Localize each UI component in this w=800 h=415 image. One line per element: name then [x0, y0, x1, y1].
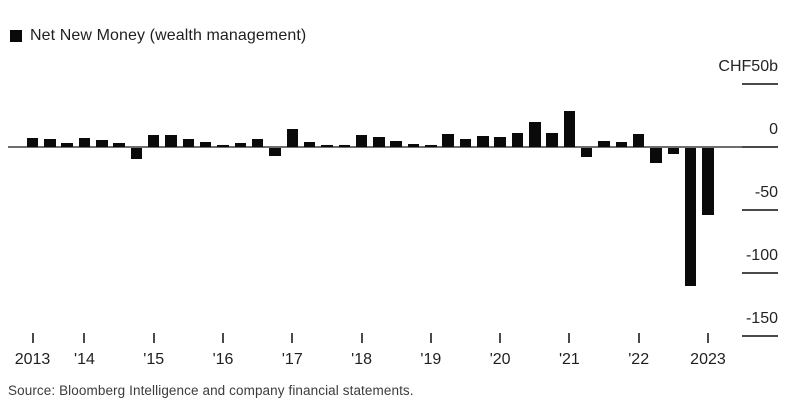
bar-2017-q1 — [286, 128, 299, 147]
bar-2019-q2 — [442, 133, 454, 147]
bar-2015-q2 — [165, 135, 177, 147]
x-axis-label: '22 — [628, 351, 650, 368]
x-axis-tick — [31, 333, 34, 343]
x-axis-label: 2013 — [14, 351, 51, 368]
bar-2015-q4 — [199, 141, 212, 147]
bar-2014-q3 — [113, 143, 125, 147]
source-note: Source: Bloomberg Intelligence and compa… — [8, 383, 414, 398]
bar-2016-q1 — [217, 145, 229, 147]
bar-2018-q1 — [355, 135, 368, 147]
y-axis-tick-dash — [742, 334, 778, 337]
bar-2013-q2 — [26, 137, 39, 147]
y-axis-tick-dash — [742, 208, 778, 211]
x-axis-tick — [568, 333, 571, 343]
bar-2013-q3 — [44, 139, 56, 147]
x-axis-tick — [706, 333, 709, 343]
bar-2022-q4 — [684, 148, 697, 287]
bar-2019-q3 — [459, 138, 472, 147]
y-axis-label: -100 — [745, 246, 778, 264]
x-axis-label: '14 — [74, 351, 95, 368]
x-axis-tick — [429, 333, 432, 343]
bar-2022-q1 — [632, 133, 645, 147]
bar-2015-q3 — [182, 138, 195, 147]
bar-2019-q4 — [477, 136, 489, 147]
x-axis-tick — [360, 333, 363, 343]
bar-2022-q2 — [650, 148, 662, 164]
bar-2020-q2 — [511, 132, 524, 147]
y-axis-tick-dash — [742, 146, 778, 148]
y-axis-label: 0 — [769, 121, 778, 138]
bar-2023-q1 — [702, 148, 714, 215]
bar-2020-q3 — [529, 121, 541, 147]
bar-2021-q3 — [598, 141, 610, 147]
bar-2018-q2 — [373, 136, 385, 147]
bar-2020-q4 — [546, 133, 558, 147]
bar-2014-q4 — [130, 148, 143, 159]
x-axis-label: '17 — [281, 351, 303, 368]
y-axis-label: -150 — [745, 309, 778, 327]
x-axis-label: '15 — [143, 351, 165, 368]
y-axis-tick-dash — [742, 83, 778, 86]
bar-2017-q4 — [338, 145, 350, 147]
bar-2021-q2 — [580, 148, 593, 158]
bar-2021-q4 — [615, 141, 628, 147]
x-axis-tick — [499, 333, 502, 343]
x-axis-label: '18 — [351, 351, 372, 368]
legend-label: Net New Money (wealth management) — [30, 27, 307, 44]
y-axis-tick-dash — [742, 271, 778, 274]
bar-2014-q1 — [78, 137, 91, 147]
bar-2019-q1 — [425, 145, 437, 147]
x-axis-label: '19 — [420, 351, 442, 368]
bar-2014-q2 — [96, 140, 108, 147]
bar-2020-q1 — [494, 136, 506, 147]
legend-swatch-icon — [10, 30, 22, 42]
x-axis-tick — [637, 333, 640, 343]
bar-2015-q1 — [147, 135, 160, 147]
bar-2016-q4 — [269, 148, 281, 156]
y-axis-label: CHF50b — [718, 58, 778, 76]
x-axis-tick — [83, 333, 86, 343]
x-axis-tick — [152, 333, 155, 343]
x-axis-label: '16 — [212, 351, 234, 368]
bar-2016-q3 — [251, 139, 264, 147]
bar-2016-q2 — [234, 142, 247, 147]
x-axis-tick — [291, 333, 294, 343]
bar-2018-q4 — [407, 143, 420, 147]
y-axis-label: -50 — [754, 183, 778, 201]
x-axis-label: '20 — [489, 351, 511, 368]
bar-2013-q4 — [61, 143, 73, 147]
x-axis-label: '21 — [558, 351, 580, 368]
x-axis-label: 2023 — [690, 351, 726, 368]
x-axis-tick — [222, 333, 225, 343]
bar-2021-q1 — [563, 110, 576, 147]
bar-2017-q2 — [303, 141, 316, 147]
bar-2022-q3 — [667, 148, 680, 154]
bar-2017-q3 — [321, 145, 333, 147]
bar-2018-q3 — [390, 140, 402, 147]
legend: Net New Money (wealth management) — [10, 27, 306, 45]
x-axis-zero-line — [8, 146, 778, 148]
